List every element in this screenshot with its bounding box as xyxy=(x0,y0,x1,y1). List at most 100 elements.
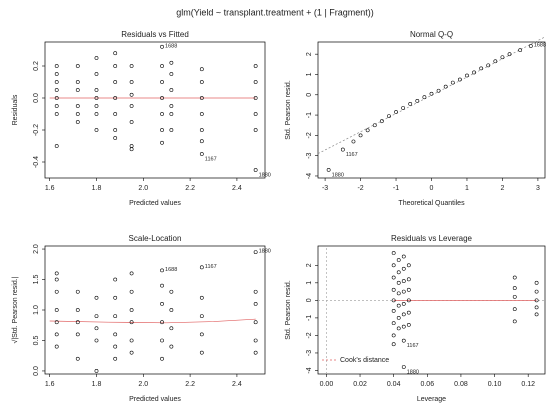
point xyxy=(94,96,99,100)
point xyxy=(512,275,517,280)
reference-line xyxy=(49,318,256,324)
point xyxy=(94,326,99,331)
x-tick-label: 0.08 xyxy=(454,381,468,388)
point xyxy=(512,307,517,312)
point xyxy=(54,332,59,337)
point xyxy=(54,320,59,325)
page-title: glm(Yield ~ transplant.treatment + (1 | … xyxy=(176,7,374,17)
y-tick-label: -0.2 xyxy=(33,124,40,136)
point xyxy=(94,128,99,132)
point xyxy=(75,88,80,92)
x-tick-label: 0.06 xyxy=(420,381,434,388)
point xyxy=(160,356,164,361)
point xyxy=(75,120,80,124)
y-tick-label: -4 xyxy=(306,367,313,373)
point xyxy=(160,320,164,325)
point xyxy=(391,251,396,255)
point xyxy=(472,70,476,75)
y-tick-label: 2 xyxy=(306,263,313,267)
point-label: 1167 xyxy=(346,152,358,158)
point xyxy=(465,73,469,78)
point xyxy=(253,250,258,254)
point xyxy=(169,326,174,331)
point xyxy=(391,298,396,303)
point xyxy=(160,283,164,288)
point xyxy=(450,80,455,85)
point xyxy=(401,338,406,343)
point xyxy=(401,106,406,110)
point xyxy=(94,88,99,92)
point xyxy=(406,277,411,282)
point xyxy=(253,168,258,172)
y-tick-label: 0 xyxy=(306,93,313,97)
y-tick-label: -1 xyxy=(306,112,313,118)
point xyxy=(199,314,204,318)
panel-title: Residuals vs Leverage xyxy=(391,234,472,243)
x-tick-label: 0.02 xyxy=(353,381,367,388)
point xyxy=(486,63,491,68)
point xyxy=(169,104,174,108)
point xyxy=(129,92,134,97)
point xyxy=(507,52,512,57)
point xyxy=(160,112,164,116)
y-tick-label: 1 xyxy=(306,281,313,285)
point xyxy=(429,91,434,96)
point xyxy=(54,80,59,84)
x-tick-label: 1 xyxy=(465,185,469,192)
point xyxy=(54,144,59,148)
point-label: 1880 xyxy=(259,172,271,178)
point xyxy=(406,310,411,315)
point xyxy=(94,104,99,108)
point xyxy=(113,344,118,349)
point-label: 1167 xyxy=(205,156,217,162)
point xyxy=(401,279,406,283)
x-axis-label: Theoretical Quantiles xyxy=(398,200,465,207)
point xyxy=(113,136,118,140)
point xyxy=(54,277,59,282)
y-axis-label: Residuals xyxy=(12,94,19,125)
point xyxy=(396,270,401,275)
point xyxy=(396,303,401,308)
point xyxy=(169,128,174,132)
point xyxy=(415,98,420,103)
y-tick-label: -2 xyxy=(306,132,313,138)
point xyxy=(396,315,401,320)
point xyxy=(351,139,356,144)
point xyxy=(199,139,204,144)
point xyxy=(534,298,539,303)
point xyxy=(75,308,80,312)
point xyxy=(253,128,258,132)
point xyxy=(160,338,164,343)
point xyxy=(113,128,118,132)
y-tick-label: 0.0 xyxy=(33,93,40,103)
point xyxy=(391,342,396,347)
point xyxy=(253,302,258,306)
point xyxy=(160,302,164,306)
panel-title: Residuals vs Fitted xyxy=(121,30,189,39)
point xyxy=(94,112,99,116)
point xyxy=(160,96,164,100)
x-tick-label: -1 xyxy=(393,185,399,192)
point xyxy=(113,112,118,116)
point xyxy=(113,314,118,318)
x-tick-label: 0 xyxy=(430,185,434,192)
point xyxy=(129,271,134,276)
reference-line xyxy=(317,36,546,154)
point xyxy=(54,88,59,92)
point xyxy=(129,80,134,84)
point xyxy=(129,144,134,148)
x-tick-label: 1.8 xyxy=(92,381,102,388)
point xyxy=(113,295,118,300)
point xyxy=(199,112,204,116)
y-tick-label: 1.5 xyxy=(33,275,40,285)
point xyxy=(253,338,258,343)
x-tick-label: 1.6 xyxy=(45,381,55,388)
point xyxy=(54,104,59,108)
x-axis-label: Predicted values xyxy=(129,396,181,403)
point xyxy=(129,308,134,312)
point xyxy=(113,277,118,282)
point xyxy=(493,59,498,64)
point xyxy=(391,333,396,338)
point xyxy=(75,356,80,361)
x-tick-label: 2.0 xyxy=(138,185,148,192)
